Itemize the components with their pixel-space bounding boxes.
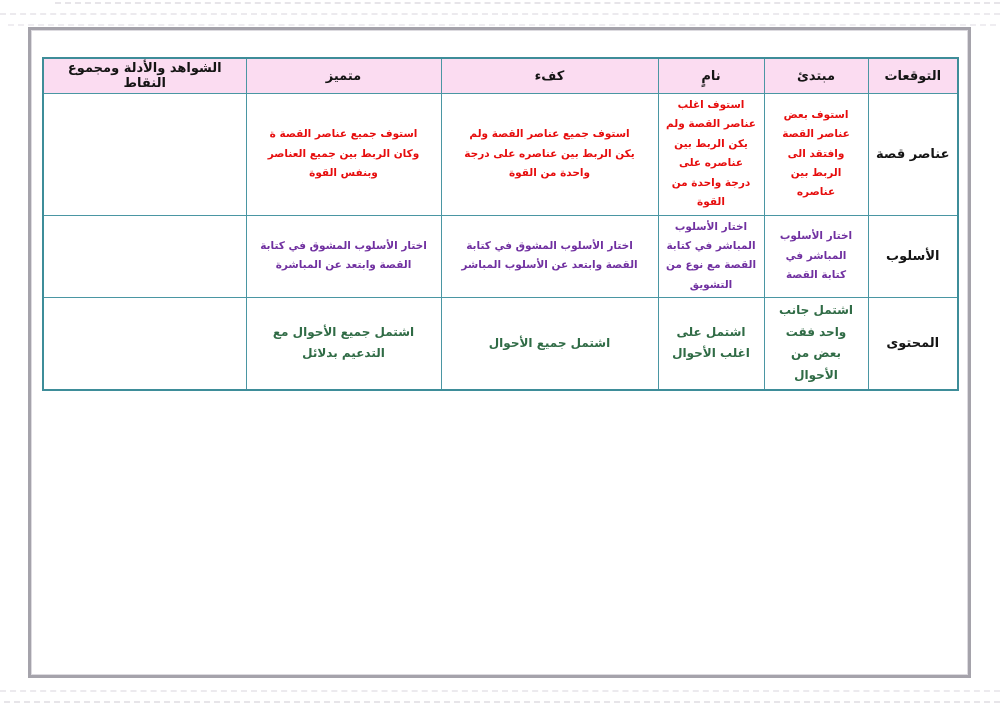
row-label-story-elements: عناصر قصة: [867, 93, 959, 216]
cell-content-distinguished: اشتمل جميع الأحوال مع التدعيم بدلائل: [245, 297, 442, 391]
cell-story-distinguished: استوف جميع عناصر القصة ة وكان الربط بين …: [245, 93, 442, 216]
rubric-table: التوقعات مبتدئ نامٍ كفء متميز الشواهد وا…: [42, 57, 959, 391]
cell-style-developing: اختار الأسلوب المباشر في كتابة القصة مع …: [657, 214, 765, 299]
scan-artifact-line: [0, 690, 1000, 692]
table-row-content: المحتوى اشتمل جانب واحد فقت بعض من الأحو…: [42, 297, 959, 391]
cell-story-beginner: استوف بعض عناصر القصة وافتقد الى الربط ب…: [763, 93, 869, 216]
cell-style-distinguished: اختار الأسلوب المشوق في كتابة القصة وابت…: [245, 214, 442, 299]
col-header-beginner: مبتدئ: [763, 57, 869, 94]
cell-story-competent: استوف جميع عناصر القصة ولم يكن الربط بين…: [440, 93, 659, 216]
scan-artifact-line: [0, 13, 1000, 15]
col-header-distinguished: متميز: [245, 57, 442, 94]
scan-artifact-line: [8, 24, 996, 26]
cell-content-beginner: اشتمل جانب واحد فقت بعض من الأحوال: [763, 297, 869, 391]
cell-style-evidence: [42, 214, 247, 299]
cell-content-developing: اشتمل على اغلب الأحوال: [657, 297, 765, 391]
cell-story-evidence: [42, 93, 247, 216]
col-header-developing: نامٍ: [657, 57, 765, 94]
scan-artifact-line: [55, 2, 1000, 4]
row-label-content: المحتوى: [867, 297, 959, 391]
col-header-competent: كفء: [440, 57, 659, 94]
table-row-style: الأسلوب اختار الأسلوب المباشر في كتابة ا…: [42, 214, 959, 299]
table-header-row: التوقعات مبتدئ نامٍ كفء متميز الشواهد وا…: [42, 57, 959, 94]
col-header-expectations: التوقعات: [867, 57, 959, 94]
table-row-story-elements: عناصر قصة استوف بعض عناصر القصة وافتقد ا…: [42, 93, 959, 216]
col-header-evidence: الشواهد والأدلة ومجموع النقاط: [42, 57, 247, 94]
cell-style-competent: اختار الأسلوب المشوق في كتابة القصة وابت…: [440, 214, 659, 299]
cell-content-evidence: [42, 297, 247, 391]
cell-style-beginner: اختار الأسلوب المباشر في كتابة القصة: [763, 214, 869, 299]
cell-content-competent: اشتمل جميع الأحوال: [440, 297, 659, 391]
cell-story-developing: استوف اغلب عناصر القصة ولم يكن الربط بين…: [657, 93, 765, 216]
row-label-style: الأسلوب: [867, 214, 959, 299]
scan-artifact-line: [4, 701, 1000, 703]
